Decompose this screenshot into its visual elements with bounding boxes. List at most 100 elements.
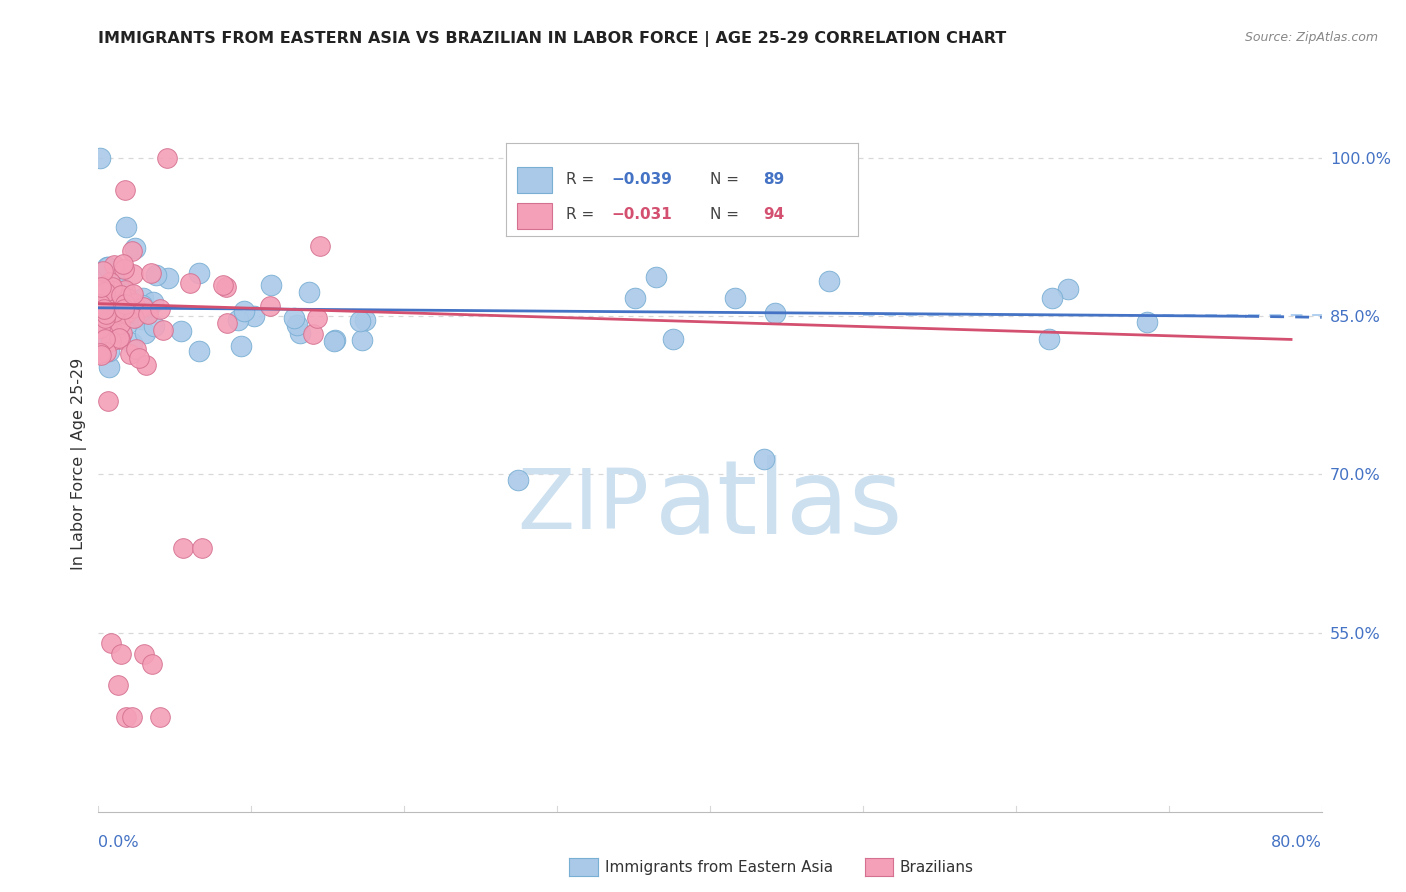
Point [136,302,159,317]
Point [93,326,115,341]
Point [115,219,138,234]
Point [260,277,283,292]
Point [111,308,134,322]
Point [172,541,194,556]
Point [98,312,121,326]
Text: Immigrants from Eastern Asia: Immigrants from Eastern Asia [605,860,832,874]
Point [170,324,193,338]
Point [90,302,112,317]
Point [96,314,118,328]
Point [108,278,131,293]
Point [506,473,529,487]
Point [97,393,120,408]
Point [763,306,786,320]
Point [1040,291,1063,305]
Text: Brazilians: Brazilians [900,860,974,874]
Point [108,317,131,331]
Point [90,280,112,294]
Point [100,299,122,313]
Point [111,326,134,340]
Point [149,302,172,317]
Point [93,316,115,330]
Point [101,310,124,324]
Point [103,293,125,307]
Point [290,326,312,341]
Point [229,339,252,353]
Point [100,283,122,297]
Point [89,151,111,165]
Point [89,284,111,298]
Point [101,331,124,345]
Point [89,293,111,308]
Point [98,317,121,331]
Point [107,284,129,298]
Point [98,299,121,313]
Point [100,334,122,348]
Text: −0.039: −0.039 [612,172,672,186]
Point [103,293,125,307]
Point [724,291,747,305]
Point [215,280,238,294]
Point [98,359,121,374]
Point [110,287,132,301]
Point [96,307,118,321]
Point [89,297,111,311]
Point [114,283,136,297]
Point [114,183,136,197]
Point [97,344,120,359]
Point [1038,332,1060,346]
Point [122,310,145,325]
Point [103,318,125,333]
Point [89,321,111,335]
Point [179,276,201,290]
Point [818,274,841,288]
Point [322,334,344,348]
Point [89,336,111,351]
Point [308,239,330,253]
Point [131,301,153,315]
Point [91,264,114,278]
Point [121,710,143,724]
Point [259,299,281,313]
Point [242,309,264,323]
Point [89,282,111,296]
Point [105,331,128,345]
Text: atlas: atlas [655,455,904,556]
Point [117,316,139,330]
Point [103,326,125,340]
Point [98,316,121,330]
Point [325,333,347,347]
Point [1056,282,1078,296]
Point [134,326,156,340]
Point [97,283,120,297]
Text: −0.031: −0.031 [612,207,672,222]
Point [90,348,112,362]
Point [98,300,121,314]
Point [96,322,118,336]
Point [111,281,134,295]
Point [112,309,135,323]
Point [143,318,166,333]
Point [101,332,124,346]
Point [131,298,153,312]
Point [149,710,172,724]
Point [135,359,157,373]
Point [107,293,129,307]
Point [211,277,233,292]
Point [105,268,128,283]
Point [121,244,143,259]
Point [297,285,319,299]
Text: 94: 94 [762,207,785,222]
Point [94,293,117,307]
Point [94,332,117,346]
Point [122,287,145,301]
Point [156,151,179,165]
Point [131,312,153,326]
Point [122,301,145,315]
Point [122,296,145,310]
Point [96,260,118,274]
Text: 89: 89 [762,172,785,186]
Point [91,288,114,302]
Point [141,657,163,672]
Point [107,678,129,692]
